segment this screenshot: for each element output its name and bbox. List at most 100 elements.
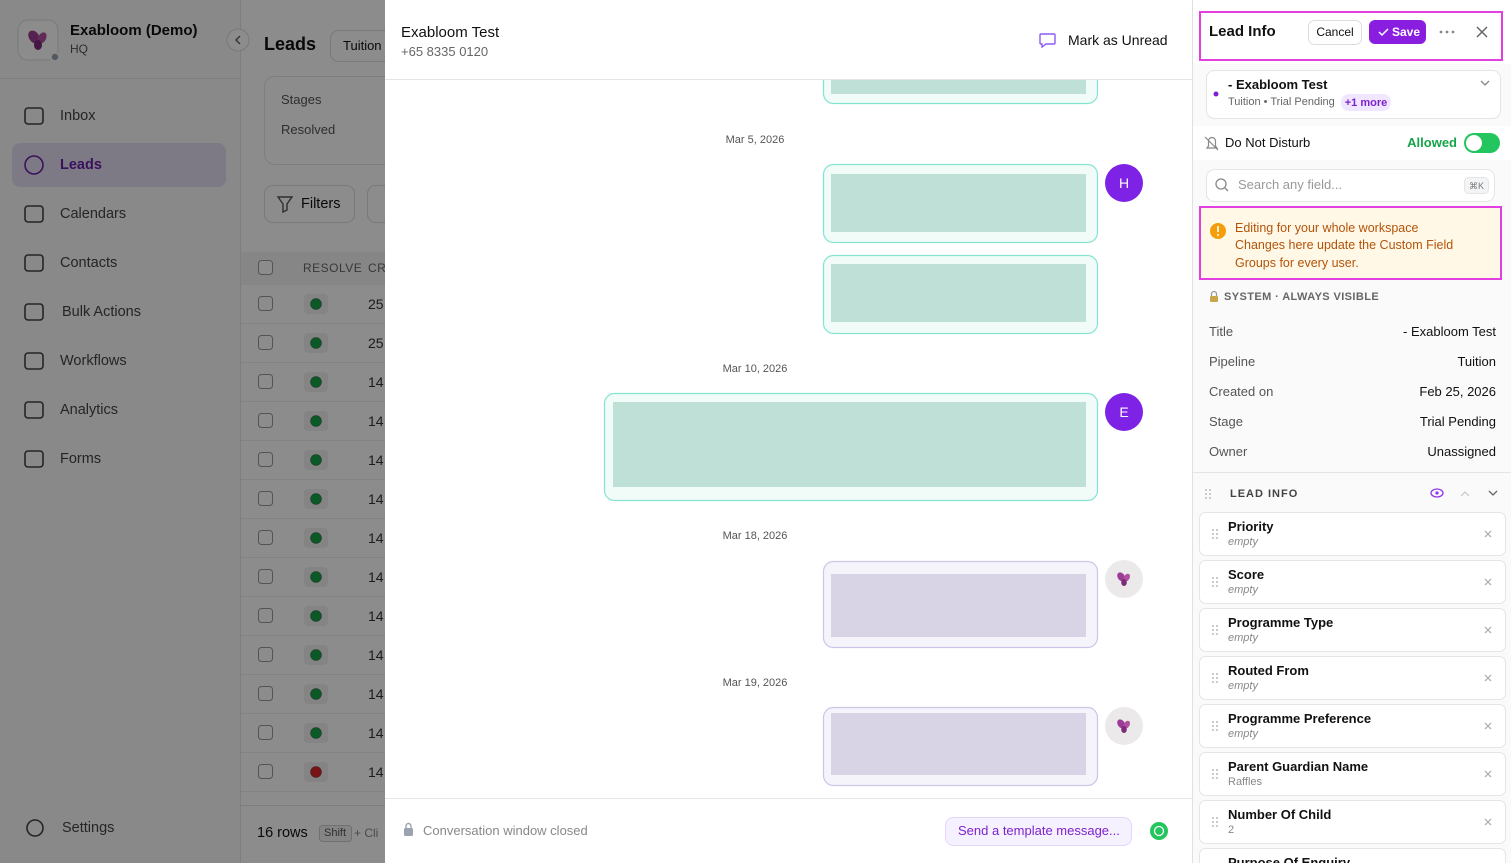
- field-label: Score: [1228, 567, 1265, 582]
- row-checkbox[interactable]: [258, 374, 273, 389]
- field-card[interactable]: [1199, 752, 1506, 796]
- row-checkbox[interactable]: [258, 296, 273, 311]
- field-card[interactable]: [1199, 848, 1506, 863]
- drag-handle-dot: [1205, 497, 1207, 499]
- more-dot: [1451, 30, 1455, 34]
- field-label: Purpose Of Enquiry: [1228, 855, 1351, 863]
- lock-shackle: [405, 822, 412, 828]
- search-box[interactable]: [1206, 169, 1495, 202]
- close-icon[interactable]: [1476, 26, 1488, 38]
- field-card[interactable]: [1199, 608, 1506, 652]
- toggle-knob: [1466, 135, 1482, 151]
- drag-handle-dot: [1205, 489, 1207, 491]
- drag-handle-dot: [1212, 821, 1214, 823]
- nav-item[interactable]: Calendars: [60, 206, 127, 222]
- remove-field-icon: [1484, 674, 1492, 682]
- field-card[interactable]: [1199, 656, 1506, 700]
- drag-handle-dot: [1216, 581, 1218, 583]
- drag-handle-dot: [1216, 777, 1218, 779]
- status-dot: [310, 766, 322, 778]
- visibility-pupil: [1435, 491, 1439, 495]
- drag-handle-dot: [1212, 773, 1214, 775]
- field-label: Programme Type: [1228, 615, 1334, 630]
- drag-handle-dot: [1212, 721, 1214, 723]
- nav-settings[interactable]: Settings: [62, 820, 115, 836]
- save-button[interactable]: [1369, 20, 1426, 44]
- row-checkbox[interactable]: [258, 608, 273, 623]
- system-field-label: Created on: [1209, 384, 1274, 399]
- row-checkbox[interactable]: [258, 686, 273, 701]
- drag-handle-dot: [1212, 681, 1214, 683]
- drag-handle-dot: [1212, 673, 1214, 675]
- drag-handle-dot: [1212, 537, 1214, 539]
- nav-item[interactable]: Contacts: [60, 255, 118, 271]
- nav-item[interactable]: Workflows: [60, 353, 127, 369]
- nav-icon: [24, 401, 44, 419]
- collapse-button[interactable]: [226, 28, 250, 52]
- template-button-label[interactable]: Send a template message...: [958, 823, 1120, 838]
- logo-petal: [34, 40, 42, 50]
- system-field-value: Trial Pending: [1419, 414, 1496, 429]
- shortcut-badge: [319, 825, 352, 842]
- template-button[interactable]: [945, 817, 1132, 846]
- nav-item[interactable]: Forms: [60, 451, 102, 467]
- dnd-state: Allowed: [1407, 135, 1457, 150]
- row-value: 14: [368, 530, 384, 546]
- field-card[interactable]: [1199, 704, 1506, 748]
- row-checkbox[interactable]: [258, 413, 273, 428]
- drag-handle-dot: [1212, 777, 1214, 779]
- row-checkbox[interactable]: [258, 725, 273, 740]
- collapse-icon: [234, 35, 241, 45]
- drag-handle-dot: [1212, 725, 1214, 727]
- row-checkbox[interactable]: [258, 530, 273, 545]
- nav-item[interactable]: Analytics: [60, 402, 119, 418]
- drag-handle-dot: [1216, 721, 1218, 723]
- row-value: 25: [368, 335, 384, 351]
- row-checkbox[interactable]: [258, 491, 273, 506]
- drag-handle-dot: [1216, 729, 1218, 731]
- status-dot: [310, 415, 322, 427]
- more-badge-label[interactable]: +1 more: [1344, 96, 1388, 109]
- drag-handle-dot: [1216, 677, 1218, 679]
- status-dot: [310, 337, 322, 349]
- row-checkbox[interactable]: [258, 764, 273, 779]
- field-card[interactable]: [1199, 512, 1506, 556]
- drag-handle-dot: [1216, 673, 1218, 675]
- save-label[interactable]: Save: [1392, 25, 1421, 39]
- nav-icon: [24, 450, 44, 468]
- nav-item[interactable]: Leads: [60, 157, 102, 173]
- row-value: 14: [368, 764, 384, 780]
- pipeline-button-label[interactable]: Tuition: [343, 38, 382, 53]
- resolved-label: Resolved: [281, 122, 336, 137]
- logo-petal: [1121, 579, 1127, 586]
- search-shortcut: ⌘K: [1468, 180, 1485, 191]
- cancel-label[interactable]: Cancel: [1316, 25, 1354, 39]
- stages-label: Stages: [281, 92, 322, 107]
- save-check: [1378, 28, 1389, 37]
- message-content: [831, 713, 1086, 775]
- field-label: Routed From: [1228, 663, 1309, 678]
- section-title: LEAD INFO: [1230, 488, 1299, 500]
- row-checkbox[interactable]: [258, 647, 273, 662]
- drag-handle-dot: [1216, 725, 1218, 727]
- message-content: [831, 574, 1086, 637]
- drag-handle-dot: [1212, 633, 1214, 635]
- drag-handle-dot: [1216, 537, 1218, 539]
- field-card[interactable]: [1199, 800, 1506, 844]
- remove-field-icon: [1484, 722, 1492, 730]
- date-divider: Mar 18, 2026: [722, 530, 788, 542]
- lock-small: [1210, 296, 1218, 302]
- field-card[interactable]: [1199, 560, 1506, 604]
- dnd-label: Do Not Disturb: [1225, 135, 1311, 150]
- nav-item[interactable]: Inbox: [60, 108, 96, 124]
- filters-button-label[interactable]: Filters: [301, 196, 341, 212]
- row-checkbox[interactable]: [258, 569, 273, 584]
- nav-item[interactable]: Bulk Actions: [62, 304, 141, 320]
- row-checkbox[interactable]: [258, 452, 273, 467]
- row-checkbox[interactable]: [258, 335, 273, 350]
- row-value: 14: [368, 413, 384, 429]
- mark-unread[interactable]: Mark as Unread: [1068, 32, 1168, 48]
- cancel-button[interactable]: [1308, 20, 1362, 45]
- status-dot: [310, 571, 322, 583]
